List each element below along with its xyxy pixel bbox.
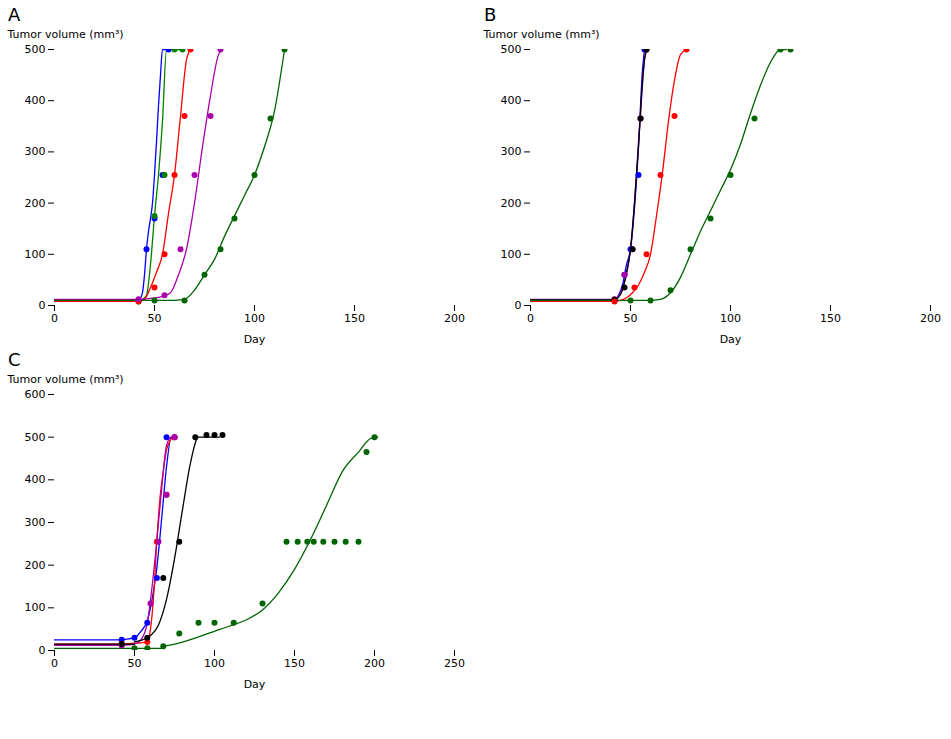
svg-text:Day: Day bbox=[244, 333, 266, 346]
svg-text:0: 0 bbox=[527, 312, 534, 325]
svg-text:500: 500 bbox=[501, 43, 522, 56]
svg-text:500: 500 bbox=[25, 43, 46, 56]
svg-text:100: 100 bbox=[25, 601, 46, 614]
svg-text:0: 0 bbox=[39, 299, 46, 312]
svg-text:0: 0 bbox=[515, 299, 522, 312]
svg-text:300: 300 bbox=[25, 145, 46, 158]
svg-text:Tumor volume (mm³): Tumor volume (mm³) bbox=[7, 28, 124, 41]
svg-text:200: 200 bbox=[444, 312, 465, 325]
svg-text:0: 0 bbox=[39, 644, 46, 657]
svg-text:Day: Day bbox=[244, 678, 266, 691]
svg-text:Tumor volume (mm³): Tumor volume (mm³) bbox=[483, 28, 600, 41]
svg-text:50: 50 bbox=[128, 657, 142, 670]
svg-text:400: 400 bbox=[25, 473, 46, 486]
svg-text:0: 0 bbox=[51, 312, 58, 325]
svg-text:300: 300 bbox=[25, 516, 46, 529]
svg-text:400: 400 bbox=[501, 94, 522, 107]
svg-text:100: 100 bbox=[244, 312, 265, 325]
svg-text:150: 150 bbox=[284, 657, 305, 670]
svg-text:50: 50 bbox=[148, 312, 162, 325]
html-text:A: A bbox=[8, 4, 21, 25]
svg-text:300: 300 bbox=[501, 145, 522, 158]
svg-text:Tumor volume (mm³): Tumor volume (mm³) bbox=[7, 373, 124, 386]
svg-text:200: 200 bbox=[920, 312, 941, 325]
svg-text:100: 100 bbox=[720, 312, 741, 325]
svg-text:200: 200 bbox=[364, 657, 385, 670]
html-text:C: C bbox=[8, 349, 21, 370]
svg-text:0: 0 bbox=[51, 657, 58, 670]
svg-text:200: 200 bbox=[25, 559, 46, 572]
svg-text:100: 100 bbox=[25, 248, 46, 261]
svg-text:200: 200 bbox=[501, 197, 522, 210]
svg-text:150: 150 bbox=[344, 312, 365, 325]
svg-text:150: 150 bbox=[820, 312, 841, 325]
svg-text:Day: Day bbox=[720, 333, 742, 346]
svg-text:100: 100 bbox=[204, 657, 225, 670]
svg-text:200: 200 bbox=[25, 197, 46, 210]
svg-text:100: 100 bbox=[501, 248, 522, 261]
svg-text:50: 50 bbox=[624, 312, 638, 325]
svg-text:500: 500 bbox=[25, 431, 46, 444]
svg-text:250: 250 bbox=[444, 657, 465, 670]
svg-text:400: 400 bbox=[25, 94, 46, 107]
html-text:B: B bbox=[484, 4, 497, 25]
svg-text:600: 600 bbox=[25, 388, 46, 401]
